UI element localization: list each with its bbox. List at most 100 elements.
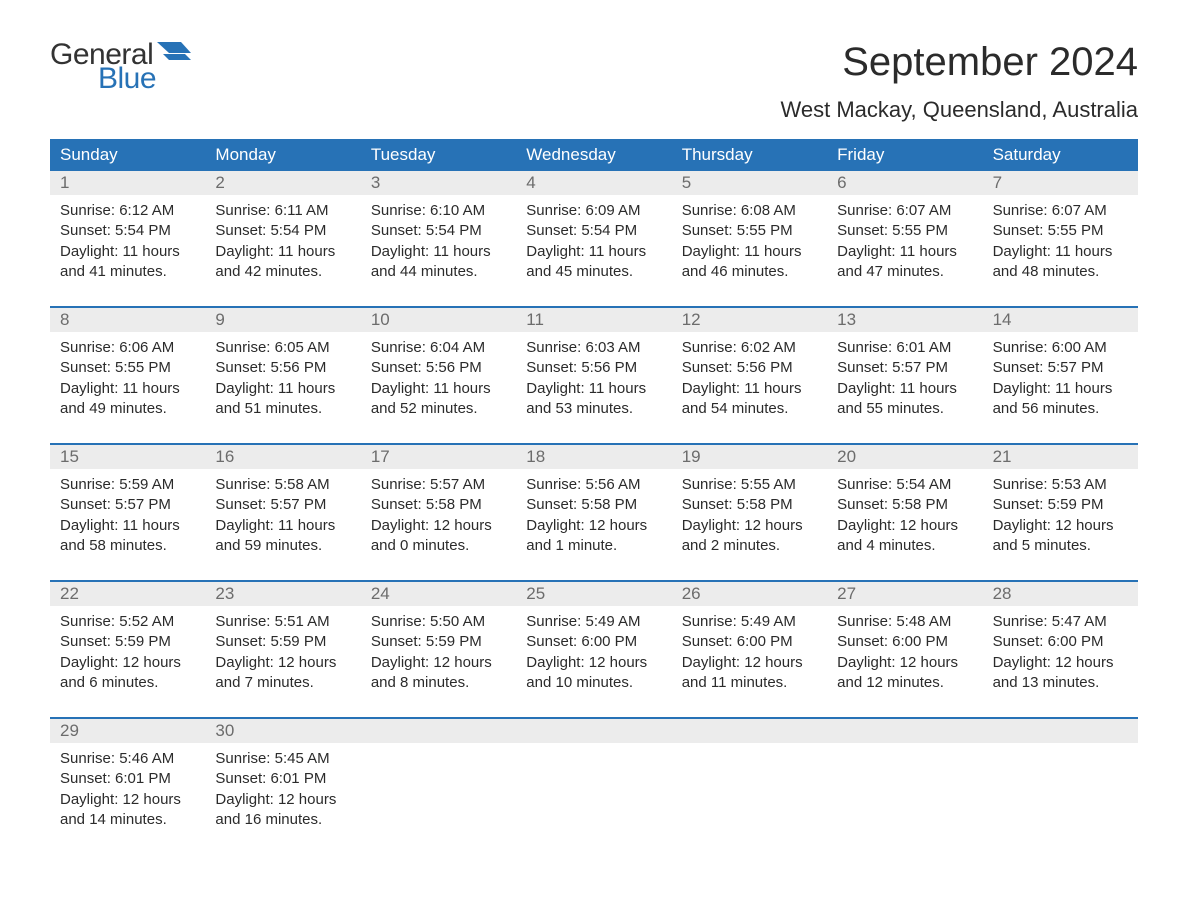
daylight-line-1: Daylight: 11 hours — [215, 242, 350, 262]
day-cell: Sunrise: 6:06 AMSunset: 5:55 PMDaylight:… — [50, 332, 205, 419]
day-number: 19 — [672, 445, 827, 469]
sunrise-line: Sunrise: 5:54 AM — [837, 475, 972, 495]
sunset-line: Sunset: 5:56 PM — [371, 358, 506, 378]
sunrise-line: Sunrise: 5:55 AM — [682, 475, 817, 495]
sunset-line: Sunset: 5:59 PM — [993, 495, 1128, 515]
daylight-line-2: and 6 minutes. — [60, 673, 195, 693]
daylight-line-2: and 51 minutes. — [215, 399, 350, 419]
day-number-row: 1234567 — [50, 171, 1138, 195]
day-cell: Sunrise: 6:05 AMSunset: 5:56 PMDaylight:… — [205, 332, 360, 419]
day-number: 5 — [672, 171, 827, 195]
sunset-line: Sunset: 5:58 PM — [682, 495, 817, 515]
sunset-line: Sunset: 6:00 PM — [526, 632, 661, 652]
sunrise-line: Sunrise: 5:45 AM — [215, 749, 350, 769]
day-number-row: 891011121314 — [50, 308, 1138, 332]
day-number: 21 — [983, 445, 1138, 469]
sunset-line: Sunset: 5:59 PM — [215, 632, 350, 652]
day-number: 24 — [361, 582, 516, 606]
day-number: 10 — [361, 308, 516, 332]
day-cell: Sunrise: 5:50 AMSunset: 5:59 PMDaylight:… — [361, 606, 516, 693]
day-number: 13 — [827, 308, 982, 332]
day-content-row: Sunrise: 5:52 AM Sunset: 5:59 PM Daylight:… — [50, 606, 1138, 693]
day-cell: Sunrise: 5:48 AMSunset: 6:00 PMDaylight:… — [827, 606, 982, 693]
daylight-line-1: Daylight: 11 hours — [837, 242, 972, 262]
daylight-line-1: Daylight: 12 hours — [837, 653, 972, 673]
day-number: 7 — [983, 171, 1138, 195]
sunrise-line: Sunrise: 6:09 AM — [526, 201, 661, 221]
page-header: General Blue September 2024 West Mackay,… — [50, 40, 1138, 123]
sunset-line: Sunset: 5:55 PM — [682, 221, 817, 241]
daylight-line-2: and 5 minutes. — [993, 536, 1128, 556]
sunset-line: Sunset: 5:58 PM — [526, 495, 661, 515]
daylight-line-1: Daylight: 11 hours — [215, 516, 350, 536]
weekday-header-row: SundayMondayTuesdayWednesdayThursdayFrid… — [50, 139, 1138, 171]
logo: General Blue — [50, 40, 191, 94]
day-number: 18 — [516, 445, 671, 469]
daylight-line-2: and 45 minutes. — [526, 262, 661, 282]
day-content-row: Sunrise: 6:06 AMSunset: 5:55 PMDaylight:… — [50, 332, 1138, 419]
daylight-line-1: Daylight: 12 hours — [993, 653, 1128, 673]
day-cell: Sunrise: 5:47 AMSunset: 6:00 PMDaylight:… — [983, 606, 1138, 693]
day-number-row: 15161718192021 — [50, 445, 1138, 469]
title-block: September 2024 West Mackay, Queensland, … — [781, 40, 1138, 123]
day-content-row: Sunrise: 5:59 AMSunset: 5:57 PMDaylight:… — [50, 469, 1138, 556]
day-number: 30 — [205, 719, 360, 743]
daylight-line-2: and 58 minutes. — [60, 536, 195, 556]
daylight-line-1: Daylight: 12 hours — [526, 653, 661, 673]
day-cell: Sunrise: 6:11 AMSunset: 5:54 PMDaylight:… — [205, 195, 360, 282]
day-cell: Sunrise: 5:45 AMSunset: 6:01 PMDaylight:… — [205, 743, 360, 830]
day-number: 3 — [361, 171, 516, 195]
daylight-line-2: and 54 minutes. — [682, 399, 817, 419]
day-number: 8 — [50, 308, 205, 332]
daylight-line-1: Daylight: 11 hours — [993, 242, 1128, 262]
day-number: 23 — [205, 582, 360, 606]
sunrise-line: Sunrise: 5:52 AM — [60, 612, 195, 632]
day-number: 22 — [50, 582, 205, 606]
sunrise-line: Sunrise: 6:11 AM — [215, 201, 350, 221]
day-number: 16 — [205, 445, 360, 469]
daylight-line-1: Daylight: 12 hours — [682, 516, 817, 536]
day-content-row: Sunrise: 6:12 AMSunset: 5:54 PMDaylight:… — [50, 195, 1138, 282]
weekday-header: Tuesday — [361, 139, 516, 171]
sunrise-line: Sunrise: 5:50 AM — [371, 612, 506, 632]
sunset-line: Sunset: 6:00 PM — [993, 632, 1128, 652]
daylight-line-2: and 13 minutes. — [993, 673, 1128, 693]
day-cell: Sunrise: 5:54 AMSunset: 5:58 PMDaylight:… — [827, 469, 982, 556]
day-content-row: Sunrise: 5:46 AMSunset: 6:01 PMDaylight:… — [50, 743, 1138, 830]
sunset-line: Sunset: 5:56 PM — [682, 358, 817, 378]
sunrise-line: Sunrise: 5:49 AM — [682, 612, 817, 632]
day-cell: Sunrise: 6:07 AMSunset: 5:55 PMDaylight:… — [983, 195, 1138, 282]
sunrise-line: Sunrise: 5:57 AM — [371, 475, 506, 495]
sunrise-line: Sunrise: 6:07 AM — [837, 201, 972, 221]
sunrise-line: Sunrise: 5:58 AM — [215, 475, 350, 495]
day-cell: Sunrise: 5:52 AMSunset: 5:59 PMDaylight:… — [50, 606, 205, 693]
daylight-line-2: and 42 minutes. — [215, 262, 350, 282]
day-number: 9 — [205, 308, 360, 332]
sunrise-line: Sunrise: 6:03 AM — [526, 338, 661, 358]
sunrise-line: Sunrise: 5:48 AM — [837, 612, 972, 632]
day-cell: Sunrise: 6:09 AMSunset: 5:54 PMDaylight:… — [516, 195, 671, 282]
day-number: 6 — [827, 171, 982, 195]
daylight-line-2: and 56 minutes. — [993, 399, 1128, 419]
day-cell: Sunrise: 6:02 AMSunset: 5:56 PMDaylight:… — [672, 332, 827, 419]
weekday-header: Saturday — [983, 139, 1138, 171]
sunset-line: Sunset: 5:58 PM — [371, 495, 506, 515]
day-number: 28 — [983, 582, 1138, 606]
sunset-line: Sunset: 6:00 PM — [682, 632, 817, 652]
day-number — [672, 719, 827, 743]
daylight-line-2: and 52 minutes. — [371, 399, 506, 419]
daylight-line-1: Daylight: 11 hours — [60, 379, 195, 399]
sunrise-line: Sunrise: 6:01 AM — [837, 338, 972, 358]
day-cell — [983, 743, 1138, 830]
sunset-line: Sunset: 5:57 PM — [993, 358, 1128, 378]
weekday-header: Friday — [827, 139, 982, 171]
weekday-header: Wednesday — [516, 139, 671, 171]
day-cell: Sunrise: 6:03 AMSunset: 5:56 PMDaylight:… — [516, 332, 671, 419]
day-cell: Sunrise: 6:01 AMSunset: 5:57 PMDaylight:… — [827, 332, 982, 419]
day-number-row: 2930 — [50, 719, 1138, 743]
day-cell: Sunrise: 6:08 AMSunset: 5:55 PMDaylight:… — [672, 195, 827, 282]
daylight-line-1: Daylight: 11 hours — [371, 379, 506, 399]
sunset-line: Sunset: 5:57 PM — [215, 495, 350, 515]
daylight-line-2: and 14 minutes. — [60, 810, 195, 830]
logo-word-blue: Blue — [98, 64, 191, 94]
